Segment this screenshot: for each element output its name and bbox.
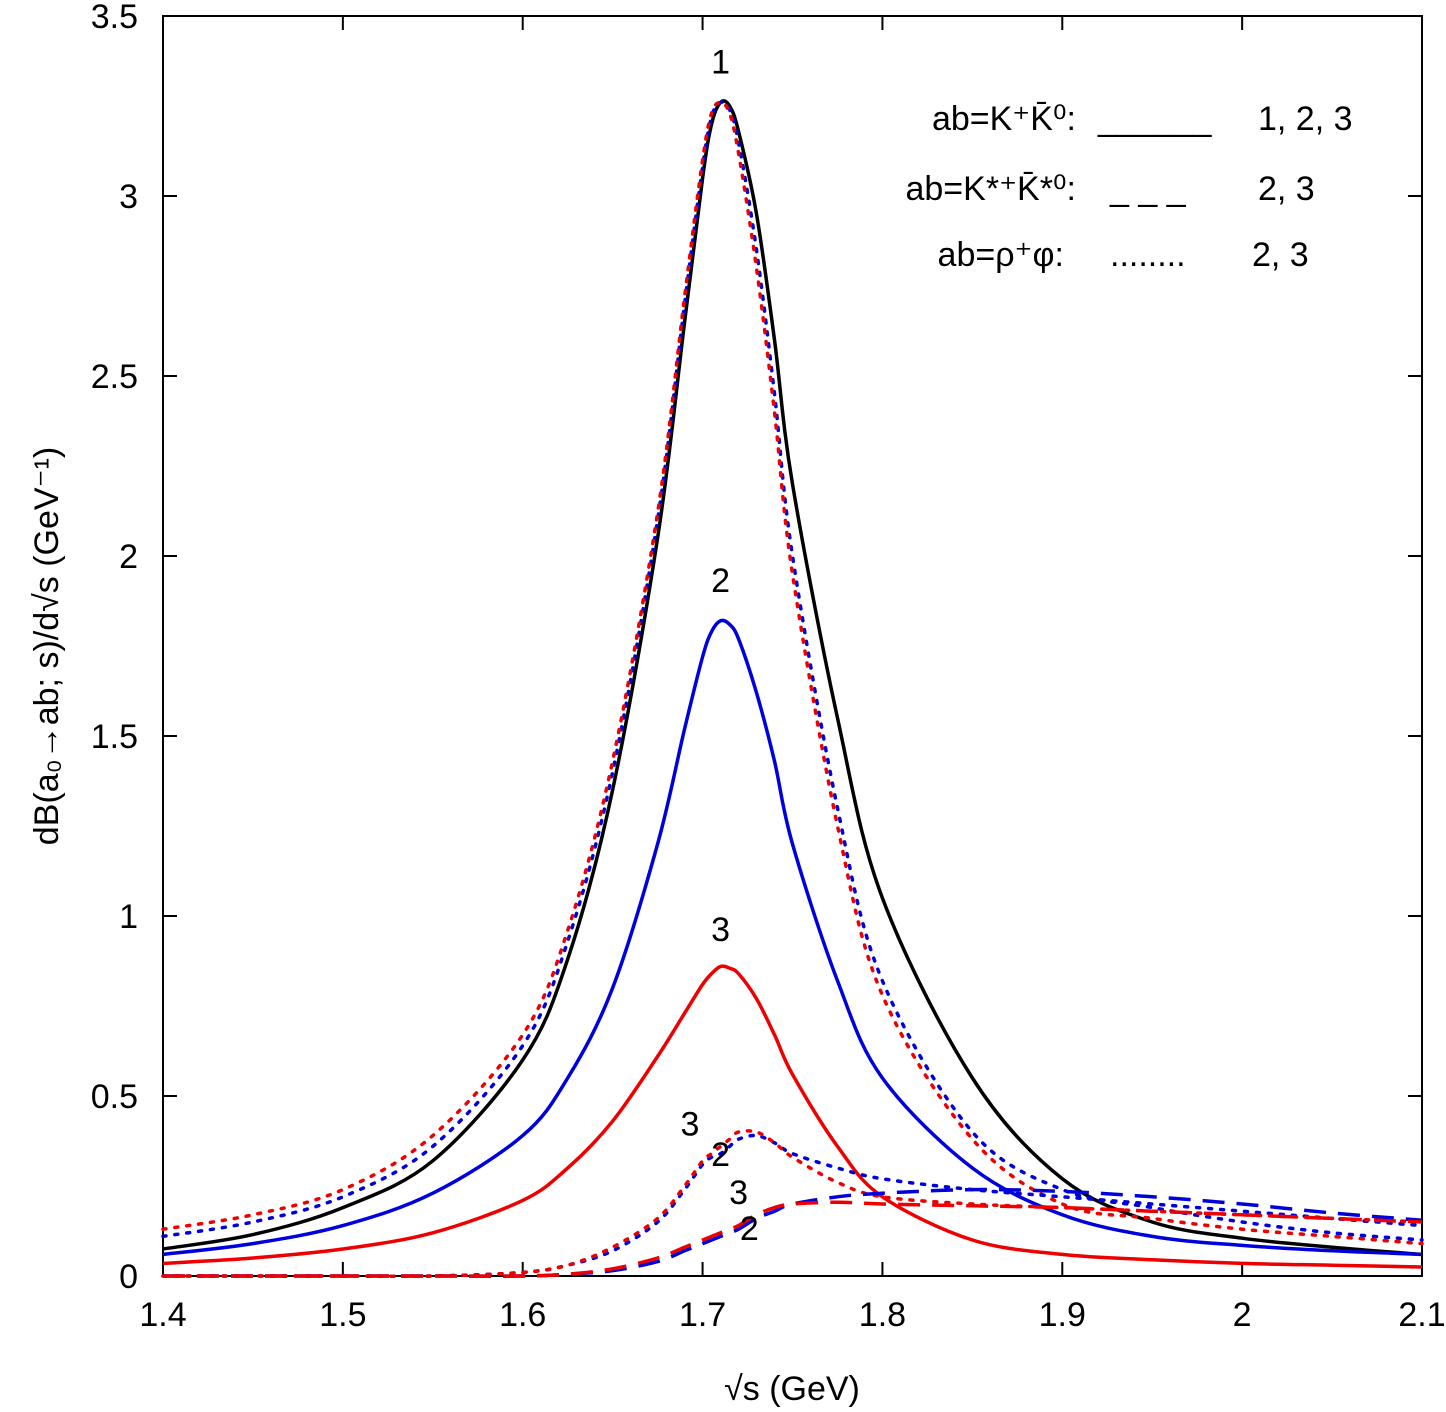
legend-label: ab=K*⁺K̄*⁰: — [905, 170, 1076, 208]
curve-label-2: 2 — [740, 1210, 759, 1248]
curve-label-3: 3 — [681, 1106, 700, 1144]
legend-entry-dotted: ab=ρ⁺φ: ........ 2, 3 — [938, 236, 1309, 274]
y-tick-label: 1 — [119, 898, 138, 936]
x-axis-title: √s (GeV) — [724, 1370, 860, 1408]
series-line-solid-2 — [162, 618, 1423, 1257]
curve-label-3: 3 — [711, 911, 730, 949]
curve-label-2: 2 — [711, 562, 730, 600]
x-tick-label: 1.7 — [679, 1296, 726, 1334]
x-tick-label: 1.4 — [139, 1296, 186, 1334]
series-line-solid-3 — [162, 964, 1423, 1269]
y-axis-title: dB(a₀→ab; s)/d√s (GeV⁻¹) — [28, 447, 66, 845]
legend-curves: 2, 3 — [1258, 170, 1315, 208]
curve-label-2: 2 — [711, 1136, 730, 1174]
y-tick-label: 0.5 — [91, 1078, 138, 1116]
legend-curves: 1, 2, 3 — [1258, 100, 1353, 138]
series-line-dotted-3 — [161, 1129, 1424, 1279]
y-tick-label: 2.5 — [91, 358, 138, 396]
x-tick-label: 1.8 — [859, 1296, 906, 1334]
y-tick-label: 3 — [119, 178, 138, 216]
series-line-dotted-2 — [161, 1133, 1424, 1279]
x-tick-label: 2.1 — [1398, 1296, 1445, 1334]
legend: ab=K⁺K̄⁰: ______ 1, 2, 3 ab=K*⁺K̄*⁰: _ _… — [905, 100, 1352, 274]
legend-sample-dashed: _ _ _ — [1109, 170, 1187, 208]
legend-sample-dotted: ........ — [1110, 236, 1186, 274]
y-tick-label: 2 — [119, 538, 138, 576]
series-line-dotted-2 — [161, 100, 1424, 1242]
axis-ticks: 1.4 1.5 1.6 1.7 1.8 1.9 2 2.1 0 0.5 1 1.5 2 2.5 3 3.5 — [91, 0, 1446, 1334]
curves — [161, 99, 1424, 1279]
x-tick-label: 1.5 — [319, 1296, 366, 1334]
x-tick-label: 1.9 — [1039, 1296, 1086, 1334]
plot-frame — [162, 15, 1423, 1277]
legend-curves: 2, 3 — [1252, 236, 1309, 274]
y-tick-label: 3.5 — [91, 0, 138, 36]
y-tick-label: 1.5 — [91, 718, 138, 756]
y-tick-label: 0 — [119, 1258, 138, 1296]
legend-label: ab=ρ⁺φ: — [938, 236, 1064, 274]
x-tick-label: 1.6 — [499, 1296, 546, 1334]
legend-label: ab=K⁺K̄⁰: — [932, 100, 1076, 138]
series-line-dotted-3 — [161, 100, 1424, 1246]
legend-entry-solid: ab=K⁺K̄⁰: ______ 1, 2, 3 — [932, 100, 1353, 138]
series-line-solid-1 — [162, 99, 1423, 1257]
x-tick-label: 2 — [1233, 1296, 1252, 1334]
legend-entry-dashed: ab=K*⁺K̄*⁰: _ _ _ 2, 3 — [905, 170, 1314, 208]
curve-label-3: 3 — [729, 1174, 748, 1212]
legend-sample-solid: ______ — [1097, 100, 1213, 138]
curve-label-1: 1 — [711, 44, 730, 82]
